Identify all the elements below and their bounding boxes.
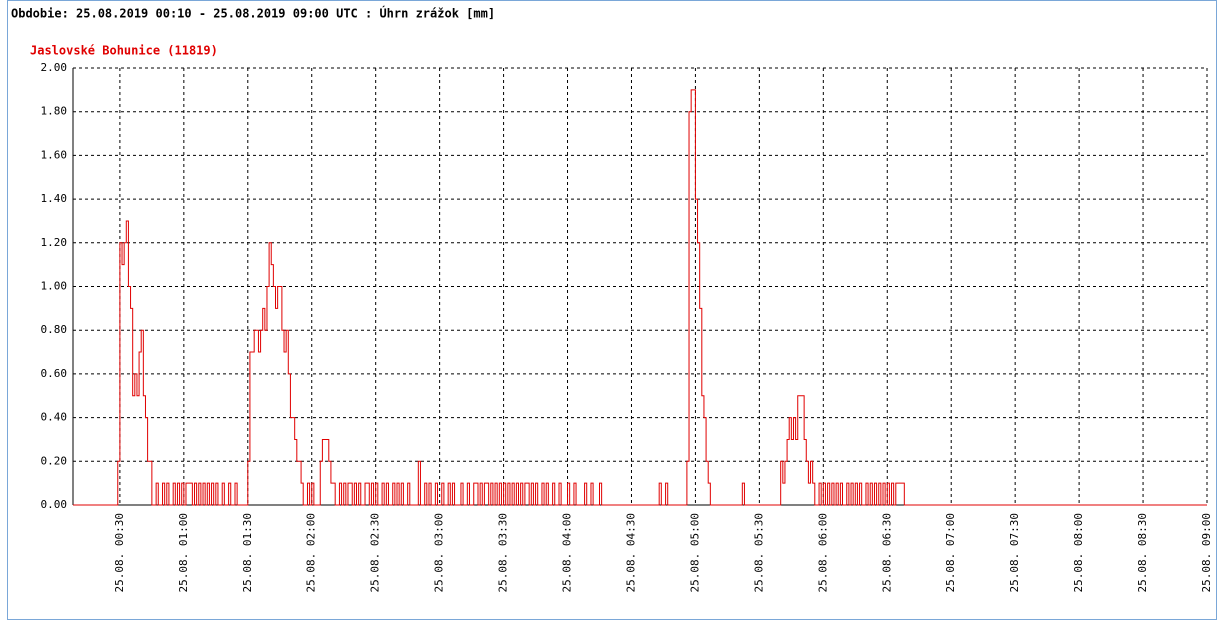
x-tick-label: 25.08. 08:30 xyxy=(1136,513,1149,592)
x-tick-label: 25.08. 02:30 xyxy=(369,513,382,592)
x-tick-label: 25.08. 02:00 xyxy=(305,513,318,592)
x-tick-label: 25.08. 08:00 xyxy=(1072,513,1085,592)
x-tick-label: 25.08. 01:30 xyxy=(241,513,254,592)
x-tick-label: 25.08. 06:00 xyxy=(816,513,829,592)
x-tick-label: 25.08. 07:30 xyxy=(1008,513,1021,592)
x-tick-label: 25.08. 05:30 xyxy=(752,513,765,592)
x-tick-label: 25.08. 05:00 xyxy=(688,513,701,592)
chart-title: Obdobie: 25.08.2019 00:10 - 25.08.2019 0… xyxy=(11,6,495,21)
x-tick-label: 25.08. 03:00 xyxy=(433,513,446,592)
y-tick-label: 0.20 xyxy=(41,454,68,467)
x-tick-label: 25.08. 07:00 xyxy=(944,513,957,592)
x-tick-label: 25.08. 04:30 xyxy=(624,513,637,592)
rain-line xyxy=(73,89,1207,506)
y-tick-label: 1.00 xyxy=(41,280,68,293)
x-tick-label: 25.08. 09:00 xyxy=(1200,513,1213,592)
x-tick-label: 25.08. 06:30 xyxy=(880,513,893,592)
y-tick-label: 1.80 xyxy=(41,105,68,118)
y-tick-label: 0.80 xyxy=(41,323,68,336)
station-name: Jaslovské Bohunice (11819) xyxy=(30,44,218,58)
x-tick-label: 25.08. 00:30 xyxy=(113,513,126,592)
y-tick-label: 1.60 xyxy=(41,148,68,161)
x-tick-label: 25.08. 04:00 xyxy=(561,513,574,592)
y-tick-label: 1.40 xyxy=(41,192,68,205)
x-tick-label: 25.08. 03:30 xyxy=(497,513,510,592)
y-tick-label: 0.60 xyxy=(41,367,68,380)
frame xyxy=(7,0,1217,620)
y-tick-label: 0.40 xyxy=(41,411,68,424)
y-tick-label: 0.00 xyxy=(41,498,68,511)
y-tick-label: 2.00 xyxy=(41,61,68,74)
x-tick-label: 25.08. 01:00 xyxy=(177,513,190,592)
y-tick-label: 1.20 xyxy=(41,236,68,249)
